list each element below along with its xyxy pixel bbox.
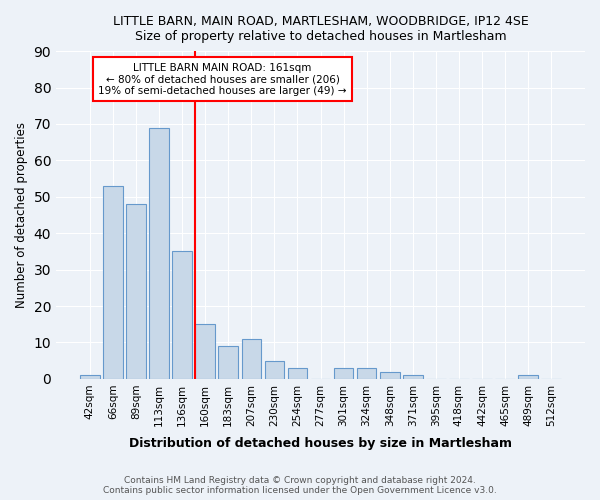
Bar [518,376,538,379]
Bar [196,324,215,379]
Bar [126,204,146,379]
Bar [265,360,284,379]
Bar [172,252,192,379]
Bar [380,372,400,379]
Bar [242,339,261,379]
Title: LITTLE BARN, MAIN ROAD, MARTLESHAM, WOODBRIDGE, IP12 4SE
Size of property relati: LITTLE BARN, MAIN ROAD, MARTLESHAM, WOOD… [113,15,529,43]
Bar [357,368,376,379]
Bar [218,346,238,379]
Y-axis label: Number of detached properties: Number of detached properties [15,122,28,308]
Bar [334,368,353,379]
Text: LITTLE BARN MAIN ROAD: 161sqm
← 80% of detached houses are smaller (206)
19% of : LITTLE BARN MAIN ROAD: 161sqm ← 80% of d… [98,62,347,96]
Bar [403,376,422,379]
Bar [103,186,123,379]
Text: Contains HM Land Registry data © Crown copyright and database right 2024.
Contai: Contains HM Land Registry data © Crown c… [103,476,497,495]
Bar [287,368,307,379]
Bar [149,128,169,379]
X-axis label: Distribution of detached houses by size in Martlesham: Distribution of detached houses by size … [129,437,512,450]
Bar [80,376,100,379]
